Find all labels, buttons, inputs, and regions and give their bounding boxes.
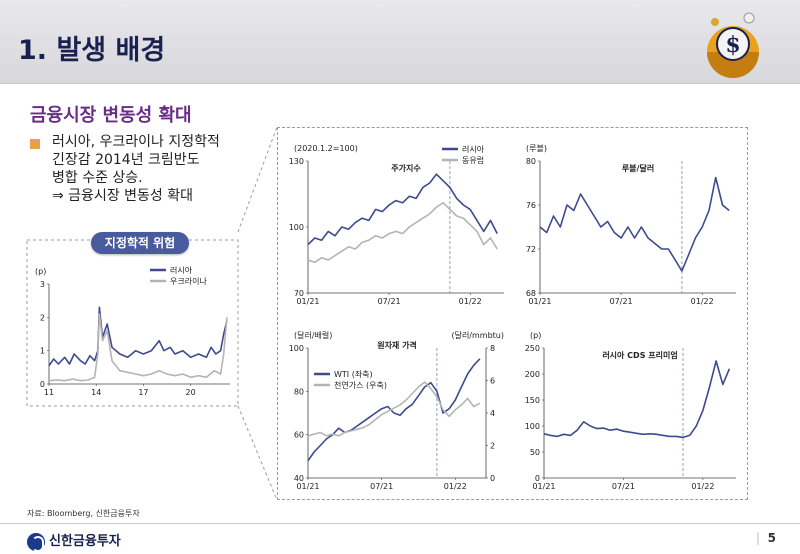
chart-title: 러시아 CDS 프리미엄 — [602, 350, 677, 360]
y-right-tick-label: 0 — [490, 474, 495, 483]
y-tick-label: 100 — [525, 422, 540, 431]
y-tick-label: 0 — [40, 380, 45, 389]
x-tick-label: 07/21 — [610, 297, 633, 306]
y-tick-label: 130 — [289, 157, 304, 166]
y-right-tick-label: 4 — [490, 409, 495, 418]
rub-usd-chart: 68 72 76 80 01/21 07/21 01/22 (루블) 루블/달러 — [526, 143, 736, 306]
legend-label: 러시아 — [462, 144, 485, 154]
y-right-tick-label: 6 — [490, 377, 495, 386]
y-right-axis-label: (달러/mmbtu) — [451, 331, 504, 340]
y-tick-label: 70 — [294, 289, 304, 298]
brand-logo: 신한금융투자 — [27, 530, 121, 552]
bullet-line: ⇒ 금융시장 변동성 확대 — [52, 188, 194, 204]
y-axis-label: (루블) — [526, 143, 547, 153]
x-tick-label: 07/21 — [612, 482, 635, 491]
chart-title: 주가지수 — [391, 163, 421, 173]
series-line — [307, 173, 498, 246]
page-separator: | — [755, 531, 760, 545]
y-tick-label: 100 — [289, 344, 304, 353]
x-tick-label: 01/22 — [691, 482, 714, 491]
series-line — [48, 313, 228, 382]
x-tick-label: 11 — [44, 388, 54, 397]
y-tick-label: 150 — [525, 396, 540, 405]
legend-label: 우크라이나 — [170, 276, 207, 286]
y-tick-label: 1 — [40, 347, 45, 356]
chart-title: 루블/달러 — [622, 163, 654, 173]
y-tick-label: 100 — [289, 223, 304, 232]
y-tick-label: 200 — [525, 370, 540, 379]
bullet-line: 긴장감 2014년 크림반도 — [52, 152, 200, 168]
header-bar: 1. 발생 배경 $ — [0, 0, 800, 84]
series-line — [307, 202, 498, 263]
footer-divider — [0, 523, 800, 524]
y-tick-label: 76 — [526, 201, 536, 210]
page-title: 1. 발생 배경 — [18, 35, 166, 66]
brand-name: 신한금융투자 — [49, 534, 121, 549]
stock-index-chart: 70 100 130 01/21 07/21 01/22 (2020.1.2=100) 주가지… — [289, 144, 504, 306]
y-tick-label: 3 — [40, 280, 45, 289]
bullet-text: 러시아, 우크라이나 지정학적 긴장감 2014년 크림반도 병합 수준 상승.… — [52, 133, 252, 205]
y-tick-label: 72 — [526, 245, 536, 254]
series-line — [48, 306, 228, 367]
x-tick-label: 01/21 — [296, 482, 319, 491]
series-line — [307, 381, 481, 437]
y-axis-label: (p) — [35, 267, 46, 276]
coin-logo-icon: $ — [707, 12, 759, 78]
cds-chart: 0 50 100 150 200 250 01/21 07/21 01/22 (p) 러시아 CDS… — [525, 331, 736, 491]
legend-label: WTI (좌축) — [334, 370, 373, 379]
y-tick-label: 60 — [294, 431, 304, 440]
y-tick-label: 40 — [294, 474, 304, 483]
x-tick-label: 17 — [138, 388, 148, 397]
x-tick-label: 01/21 — [296, 297, 319, 306]
svg-text:$: $ — [725, 32, 740, 58]
commodity-chart: 40 60 80 100 0 2 4 6 8 01/21 07/21 01/22 (달러/배럴) (달러/… — [289, 331, 504, 491]
y-tick-label: 80 — [526, 157, 536, 166]
x-tick-label: 01/22 — [459, 297, 482, 306]
y-axis-label: (p) — [530, 331, 541, 340]
charts-panel — [277, 127, 748, 500]
source-note: 자료: Bloomberg, 신한금융투자 — [27, 509, 140, 518]
x-tick-label: 14 — [91, 388, 101, 397]
x-tick-label: 01/21 — [528, 297, 551, 306]
y-tick-label: 80 — [294, 387, 304, 396]
series-line — [543, 360, 731, 439]
y-tick-label: 68 — [526, 289, 536, 298]
bullet-line: 러시아, 우크라이나 지정학적 — [52, 134, 220, 150]
geo-risk-title: 지정학적 위험 — [91, 232, 189, 254]
y-right-tick-label: 8 — [490, 344, 495, 353]
bullet-marker — [30, 139, 40, 149]
chart-title: 원자재 가격 — [377, 340, 417, 350]
x-tick-label: 20 — [186, 388, 196, 397]
x-tick-label: 01/22 — [444, 482, 467, 491]
legend-label: 러시아 — [170, 265, 193, 275]
series-line — [539, 176, 730, 272]
y-tick-label: 50 — [530, 448, 540, 457]
x-tick-label: 07/21 — [370, 482, 393, 491]
series-line — [307, 358, 481, 462]
legend-label: 동유럽 — [462, 156, 484, 165]
y-right-tick-label: 2 — [490, 442, 495, 451]
y-tick-label: 250 — [525, 344, 540, 353]
page-number: 5 — [767, 531, 776, 545]
y-axis-label: (2020.1.2=100) — [294, 144, 358, 153]
legend-label: 천연가스 (우축) — [334, 380, 387, 390]
bullet-line: 병합 수준 상승. — [52, 170, 143, 186]
y-tick-label: 2 — [40, 313, 45, 322]
y-tick-label: 0 — [535, 474, 540, 483]
x-tick-label: 07/21 — [378, 297, 401, 306]
x-tick-label: 01/22 — [691, 297, 714, 306]
shinhan-logo-icon — [27, 532, 45, 552]
x-tick-label: 01/21 — [532, 482, 555, 491]
y-axis-label: (달러/배럴) — [294, 331, 332, 340]
section-title: 금융시장 변동성 확대 — [30, 105, 192, 126]
